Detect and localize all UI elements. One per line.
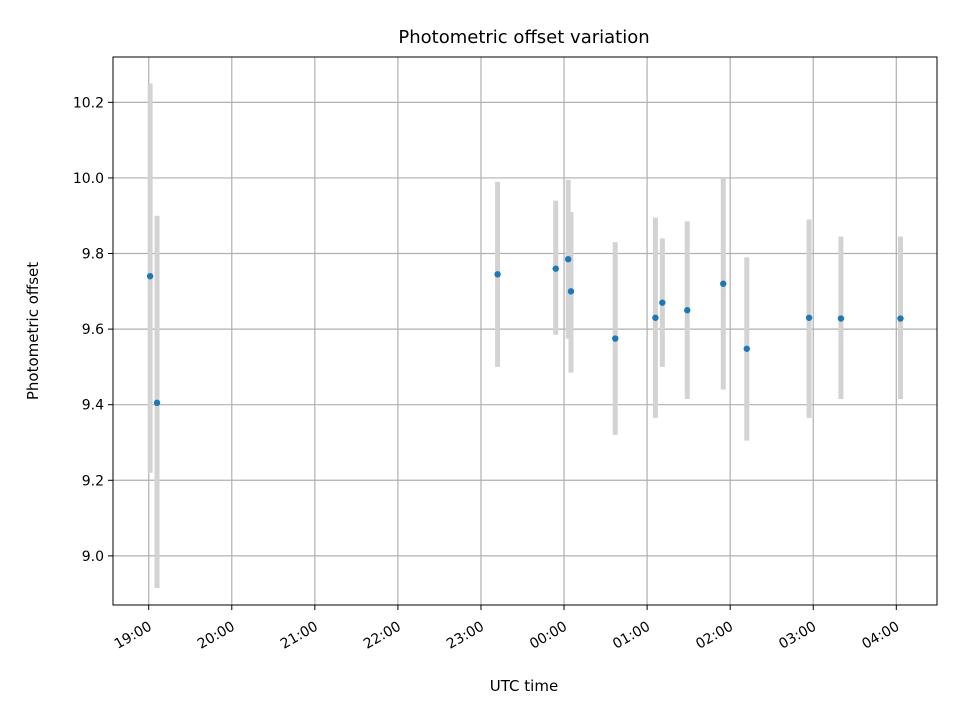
data-point — [743, 345, 750, 352]
data-point — [659, 299, 666, 306]
data-point — [494, 271, 501, 278]
grid — [113, 57, 937, 605]
x-axis-title: UTC time — [490, 677, 558, 695]
y-tick-label: 10.2 — [73, 95, 104, 111]
data-point — [897, 315, 904, 322]
data-point — [720, 280, 727, 287]
data-point — [652, 314, 659, 321]
data-points — [146, 255, 904, 407]
y-tick-label: 9.0 — [82, 549, 104, 565]
y-tick-label: 9.4 — [82, 398, 104, 414]
y-tick-label: 9.6 — [82, 322, 104, 338]
data-point — [564, 255, 572, 263]
chart-title: Photometric offset variation — [398, 27, 649, 48]
y-axis-ticks: 9.0 9.2 9.4 9.6 9.8 10.0 10.2 — [73, 95, 113, 565]
y-tick-label: 10.0 — [73, 171, 104, 187]
y-axis-title: Photometric offset — [24, 262, 42, 400]
y-tick-label: 9.8 — [82, 247, 104, 263]
data-point — [805, 314, 813, 321]
data-point — [612, 335, 619, 342]
data-point — [552, 265, 559, 272]
data-point — [837, 315, 845, 322]
data-point — [146, 273, 154, 280]
plot-frame — [112, 56, 938, 606]
data-point — [153, 399, 161, 407]
data-point — [684, 307, 691, 314]
y-tick-label: 9.2 — [82, 473, 104, 489]
data-point — [567, 288, 575, 295]
